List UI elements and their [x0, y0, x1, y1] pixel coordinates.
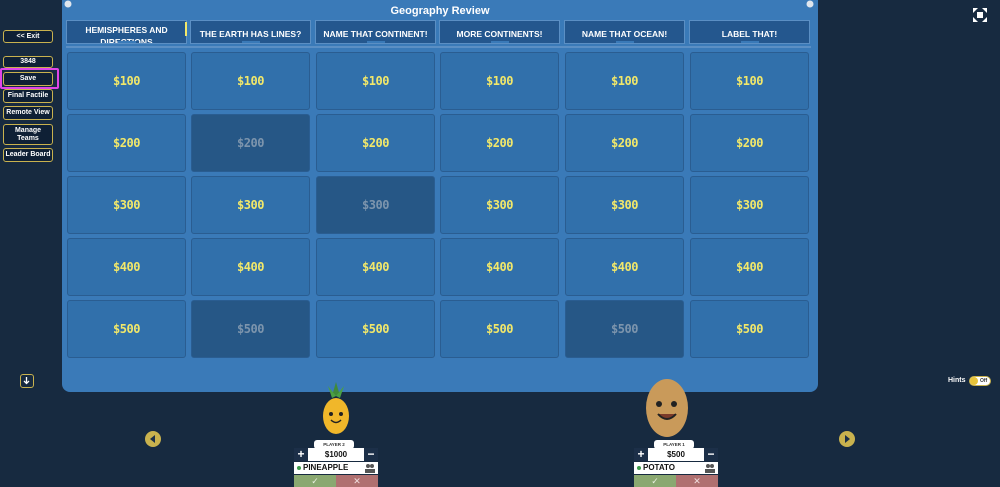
category-header: HEMISPHERES AND DIRECTIONS	[66, 20, 187, 44]
category-header: NAME THAT OCEAN!	[564, 20, 685, 44]
hints-toggle[interactable]: Off	[969, 376, 991, 386]
tile[interactable]: $100	[67, 52, 186, 110]
tile[interactable]: $400	[191, 238, 310, 296]
pin-left-icon	[64, 0, 72, 8]
tile[interactable]: $100	[316, 52, 435, 110]
tile[interactable]: $300	[565, 176, 684, 234]
player-name: PINEAPPLE	[297, 462, 348, 474]
tile[interactable]: $300	[440, 176, 559, 234]
pineapple-avatar-icon	[323, 382, 349, 434]
minus-button[interactable]: −	[704, 448, 718, 461]
tile[interactable]: $400	[440, 238, 559, 296]
save-highlight-box	[0, 68, 59, 89]
tile-used: $500	[191, 300, 310, 358]
correct-button[interactable]: ✓	[634, 475, 676, 487]
correct-button[interactable]: ✓	[294, 475, 336, 487]
player-score: $1000	[324, 450, 348, 459]
tile[interactable]: $200	[67, 114, 186, 172]
player-tag: PLAYER 2	[314, 440, 354, 449]
plus-button[interactable]: +	[634, 448, 648, 461]
incorrect-button[interactable]: ✕	[336, 475, 378, 487]
manage-teams-button[interactable]: Manage Teams	[3, 124, 53, 145]
fullscreen-icon[interactable]	[973, 8, 987, 22]
remote-view-button[interactable]: Remote View	[3, 106, 53, 120]
chevron-right-icon	[845, 435, 850, 443]
tile[interactable]: $400	[316, 238, 435, 296]
tile[interactable]: $100	[565, 52, 684, 110]
exit-button[interactable]: << Exit	[3, 30, 53, 43]
tile[interactable]: $500	[316, 300, 435, 358]
prev-arrow-button[interactable]	[145, 431, 161, 447]
tile[interactable]: $400	[690, 238, 809, 296]
toggle-state: Off	[980, 378, 988, 384]
plus-button[interactable]: +	[294, 448, 308, 461]
save-button[interactable]: Save	[3, 72, 53, 86]
category-header: NAME THAT CONTINENT!	[315, 20, 436, 44]
incorrect-button[interactable]: ✕	[676, 475, 718, 487]
tile[interactable]: $300	[67, 176, 186, 234]
category-header: LABEL THAT!	[689, 20, 810, 44]
tile[interactable]: $200	[440, 114, 559, 172]
potato-avatar-icon	[646, 379, 688, 437]
team-icon[interactable]	[705, 463, 715, 473]
player-score: $500	[667, 450, 685, 459]
next-arrow-button[interactable]	[839, 431, 855, 447]
tile-used: $300	[316, 176, 435, 234]
tile[interactable]: $500	[690, 300, 809, 358]
leader-board-button[interactable]: Leader Board	[3, 148, 53, 162]
tile[interactable]: $100	[690, 52, 809, 110]
tile[interactable]: $200	[690, 114, 809, 172]
tile-used: $200	[191, 114, 310, 172]
scroll-indicator	[185, 22, 187, 36]
tile[interactable]: $500	[440, 300, 559, 358]
tile[interactable]: $100	[440, 52, 559, 110]
minus-button[interactable]: −	[364, 448, 378, 461]
team-icon[interactable]	[365, 463, 375, 473]
player-tag: PLAYER 1	[654, 440, 694, 449]
board-title: Geography Review	[390, 5, 490, 17]
chevron-left-icon	[150, 435, 155, 443]
tile[interactable]: $400	[67, 238, 186, 296]
toggle-knob	[970, 377, 978, 385]
tile[interactable]: $500	[67, 300, 186, 358]
tile[interactable]: $300	[690, 176, 809, 234]
tile-used: $500	[565, 300, 684, 358]
tile[interactable]: $300	[191, 176, 310, 234]
header-divider	[66, 46, 811, 48]
tile[interactable]: $400	[565, 238, 684, 296]
pin-right-icon	[806, 0, 814, 8]
tile[interactable]: $100	[191, 52, 310, 110]
tile[interactable]: $200	[316, 114, 435, 172]
download-icon[interactable]	[20, 374, 34, 388]
category-header: MORE CONTINENTS!	[439, 20, 560, 44]
player-name: POTATO	[637, 462, 675, 474]
tile[interactable]: $200	[565, 114, 684, 172]
game-code-badge: 3848	[3, 56, 53, 68]
hints-label: Hints	[948, 377, 966, 384]
category-header: THE EARTH HAS LINES?	[190, 20, 311, 44]
final-factile-button[interactable]: Final Factile	[3, 89, 53, 103]
